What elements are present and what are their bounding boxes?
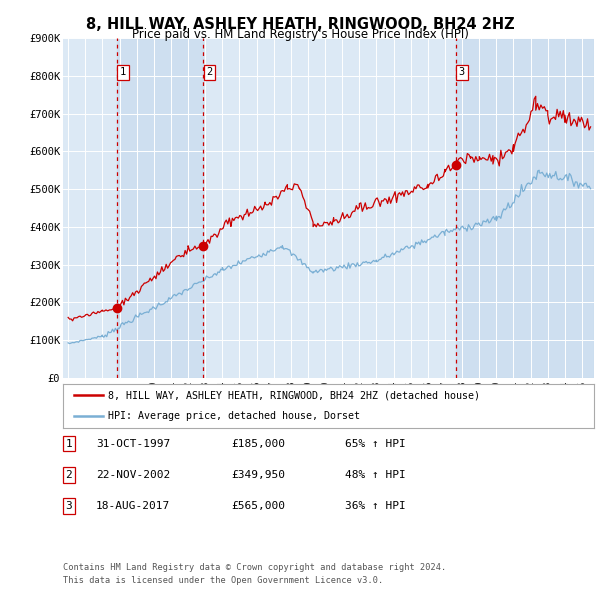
Text: 65% ↑ HPI: 65% ↑ HPI xyxy=(345,439,406,448)
Text: Contains HM Land Registry data © Crown copyright and database right 2024.: Contains HM Land Registry data © Crown c… xyxy=(63,563,446,572)
Text: 2: 2 xyxy=(206,67,213,77)
Text: 3: 3 xyxy=(459,67,465,77)
Bar xyxy=(116,38,203,378)
Text: £565,000: £565,000 xyxy=(231,502,285,511)
Text: Price paid vs. HM Land Registry's House Price Index (HPI): Price paid vs. HM Land Registry's House … xyxy=(131,28,469,41)
Bar xyxy=(455,38,594,378)
Text: £185,000: £185,000 xyxy=(231,439,285,448)
Text: 22-NOV-2002: 22-NOV-2002 xyxy=(96,470,170,480)
Text: 2: 2 xyxy=(65,470,73,480)
Text: HPI: Average price, detached house, Dorset: HPI: Average price, detached house, Dors… xyxy=(108,411,360,421)
Text: 1: 1 xyxy=(65,439,73,448)
Text: This data is licensed under the Open Government Licence v3.0.: This data is licensed under the Open Gov… xyxy=(63,576,383,585)
Text: 48% ↑ HPI: 48% ↑ HPI xyxy=(345,470,406,480)
Text: 1: 1 xyxy=(120,67,126,77)
Text: 3: 3 xyxy=(65,502,73,511)
Text: 31-OCT-1997: 31-OCT-1997 xyxy=(96,439,170,448)
Text: 18-AUG-2017: 18-AUG-2017 xyxy=(96,502,170,511)
Text: £349,950: £349,950 xyxy=(231,470,285,480)
Text: 8, HILL WAY, ASHLEY HEATH, RINGWOOD, BH24 2HZ: 8, HILL WAY, ASHLEY HEATH, RINGWOOD, BH2… xyxy=(86,17,514,31)
Text: 36% ↑ HPI: 36% ↑ HPI xyxy=(345,502,406,511)
Text: 8, HILL WAY, ASHLEY HEATH, RINGWOOD, BH24 2HZ (detached house): 8, HILL WAY, ASHLEY HEATH, RINGWOOD, BH2… xyxy=(108,391,480,401)
